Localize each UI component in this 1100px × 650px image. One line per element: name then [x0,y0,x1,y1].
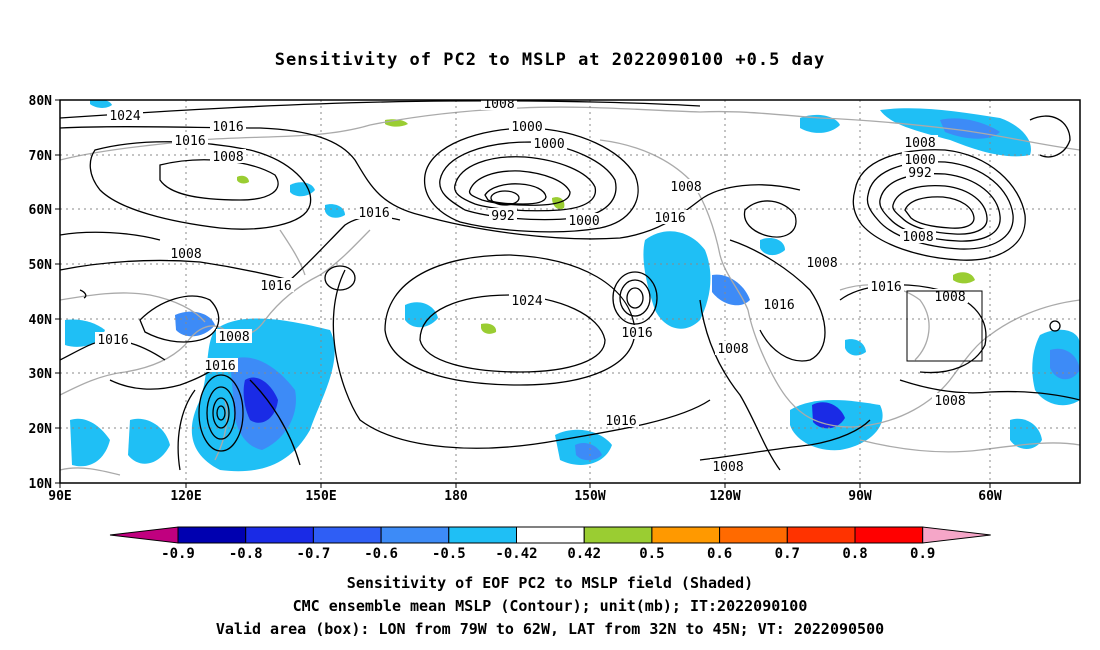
contour-label: 1008 [218,330,249,345]
colorbar-label: 0.9 [910,546,935,562]
contour-label: 1008 [212,150,243,165]
lon-label: 180 [444,489,468,504]
contour-label: 1000 [533,137,564,152]
contour-label: 1016 [212,120,243,135]
lon-label: 60W [978,489,1002,504]
lon-label: 120W [709,489,740,504]
contour-label: 1008 [904,136,935,151]
contour-label: 1016 [870,280,901,295]
contour-label: 1016 [174,134,205,149]
lat-label: 80N [29,94,53,109]
lon-label: 150W [574,489,605,504]
colorbar-label: 0.7 [775,546,800,562]
contour-label: 1000 [511,120,542,135]
contour-label: 1000 [904,153,935,168]
lat-label: 70N [29,149,53,164]
colorbar-segment [786,526,856,544]
colorbar-low-arrow [109,526,179,544]
lat-label: 60N [29,203,53,218]
valid-area-box [906,290,983,362]
colorbar-segment [719,526,788,544]
contour-label: 1016 [204,359,235,374]
contour-label: 1008 [806,256,837,271]
lat-label: 10N [29,477,53,492]
lat-label: 50N [29,258,53,273]
latitude-axis: 80N 70N 60N 50N 40N 30N 20N 10N [29,94,60,492]
lat-label: 20N [29,422,53,437]
figure-title: Sensitivity of PC2 to MSLP at 2022090100… [274,50,826,70]
colorbar-label: -0.5 [432,546,466,562]
contour-label: 1008 [717,342,748,357]
colorbar-label: -0.42 [495,546,537,562]
colorbar-label: 0.5 [639,546,664,562]
contour-label: 1016 [260,279,291,294]
footer-line-1: Sensitivity of EOF PC2 to MSLP field (Sh… [346,574,754,592]
lon-label: 120E [170,489,201,504]
contour-label: 1024 [511,294,542,309]
contour-label: 1008 [670,180,701,195]
contour-label: 1016 [358,206,389,221]
map-frame [59,99,1081,484]
colorbar-high-arrow [922,526,991,544]
contour-label: 1016 [621,326,652,341]
colorbar-segment [583,526,653,544]
contour-label: 1016 [654,211,685,226]
lon-label: 90E [48,489,71,504]
longitude-axis: 90E 120E 150E 180 150W 120W 90W 60W [48,483,1002,504]
contour-label: 1008 [902,230,933,245]
contour-label: 1008 [934,394,965,409]
colorbar-segment [312,526,382,544]
colorbar-label: 0.42 [567,546,601,562]
lon-label: 150E [305,489,336,504]
colorbar-label: -0.6 [364,546,398,562]
contour-label: 1016 [763,298,794,313]
colorbar-label: -0.9 [161,546,195,562]
coastlines [60,106,1080,476]
colorbar-segment [516,526,585,544]
colorbar-label: 0.6 [707,546,732,562]
colorbar-segment [177,526,247,544]
lat-label: 30N [29,367,53,382]
lon-label: 90W [848,489,872,504]
colorbar-label: -0.7 [297,546,331,562]
contour-label: 1000 [568,214,599,229]
colorbar: -0.9 -0.8 -0.7 -0.6 -0.5 -0.42 0.42 0.5 0.6 0.7 0.… [109,526,991,562]
contour-label: 1008 [934,290,965,305]
colorbar-segment [380,526,450,544]
colorbar-segment [448,526,517,544]
colorbar-segment [854,526,924,544]
colorbar-segment [245,526,314,544]
contour-label: 992 [908,166,931,181]
colorbar-label: -0.8 [229,546,263,562]
contour-label: 1008 [712,460,743,475]
footer-line-2: CMC ensemble mean MSLP (Contour); unit(m… [292,597,808,615]
contour-label: 1008 [170,247,201,262]
contour-label: 1008 [483,97,514,112]
contour-label: 1016 [605,414,636,429]
contour-label: 1024 [109,109,140,124]
lat-label: 40N [29,313,53,328]
contour-label: 992 [491,209,514,224]
footer-line-3: Valid area (box): LON from 79W to 62W, L… [215,620,885,638]
colorbar-label: 0.8 [842,546,867,562]
contour-label: 1016 [97,333,128,348]
colorbar-segment [651,526,721,544]
